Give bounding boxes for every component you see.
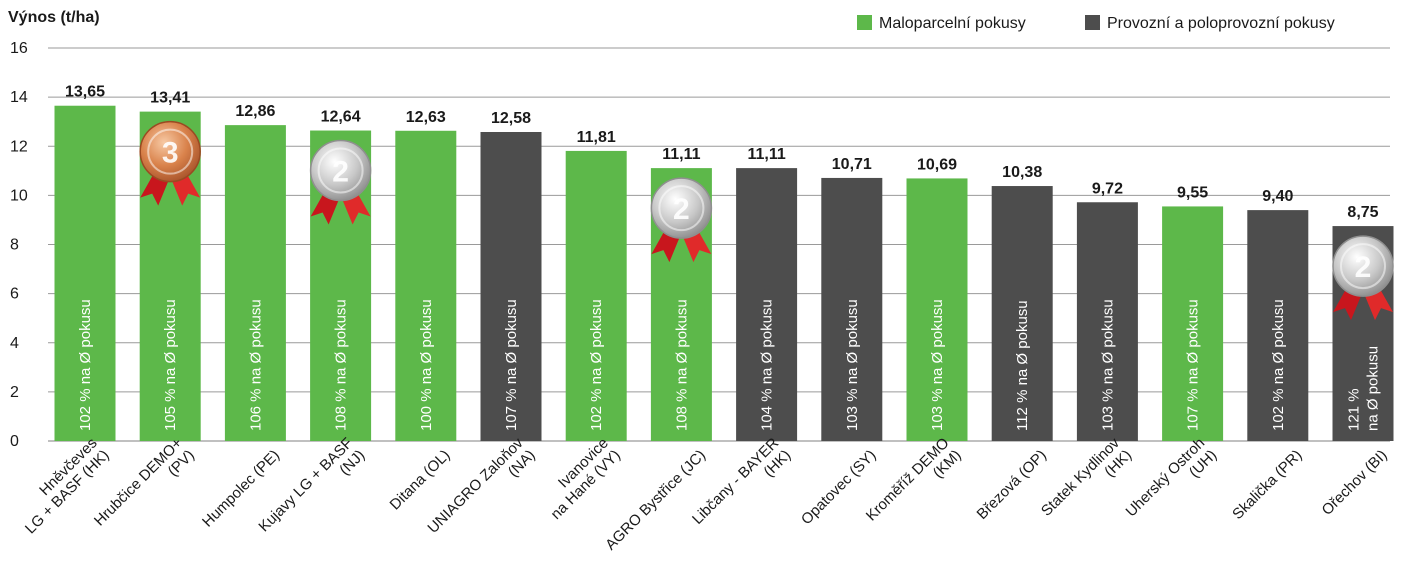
bar-inner-label: 103 % na Ø pokusu — [929, 299, 946, 431]
category-label-line: Libčany - BAYER — [689, 435, 782, 528]
bar-inner-label: 112 % na Ø pokusu — [1014, 300, 1031, 431]
medal-rank: 2 — [332, 156, 349, 189]
bar-value-label: 11,11 — [662, 146, 700, 163]
bar — [395, 130, 457, 441]
category-label: Skalička (PR) — [1229, 447, 1305, 523]
medal-rank: 2 — [1355, 251, 1372, 284]
medal-rank: 2 — [673, 193, 690, 226]
bar-inner-label: 104 % na Ø pokusu — [759, 299, 776, 431]
bar-value-label: 12,86 — [235, 103, 275, 120]
bar-inner-label: 121 % — [1346, 388, 1363, 431]
bar-value-label: 13,65 — [65, 84, 105, 101]
silver-medal-icon: 2 — [1332, 235, 1394, 321]
bar — [1076, 202, 1138, 441]
category-label: Březová (OP) — [974, 447, 1050, 523]
bar — [565, 150, 627, 441]
category-label-line: Ořechov (BI) — [1319, 447, 1391, 519]
legend-label: Provozní a poloprovozní pokusy — [1107, 15, 1335, 32]
bar-value-label: 11,81 — [577, 129, 616, 146]
bar — [54, 105, 116, 442]
bar-value-label: 12,58 — [491, 110, 531, 127]
bar-inner-label: 108 % na Ø pokusu — [673, 299, 690, 431]
category-label: Ivanovicena Hané (VY) — [536, 435, 624, 523]
legend-label: Maloparcelní pokusy — [879, 15, 1026, 32]
category-label: Ditana (OL) — [387, 447, 454, 514]
bar-value-label: 11,11 — [747, 146, 785, 163]
bar-group: 8,75 121 % na Ø pokusu Ořechov (BI) 2 — [1319, 204, 1394, 519]
bar-inner-label: na Ø pokusu — [1365, 346, 1382, 431]
category-label: Ořechov (BI) — [1319, 447, 1391, 519]
bar-value-label: 13,41 — [150, 90, 190, 107]
bar-value-label: 12,64 — [321, 109, 361, 126]
y-tick-label: 16 — [10, 40, 28, 57]
bar-value-label: 10,38 — [1002, 164, 1042, 181]
y-tick-label: 4 — [10, 335, 19, 352]
category-label-line: Hrubčice DEMO+ — [91, 434, 186, 529]
bar-group: 9,72 103 % na Ø pokusu Statek Kydlinov(HK) — [1038, 180, 1138, 532]
bar-value-label: 9,72 — [1092, 180, 1123, 197]
legend: Maloparcelní pokusy Provozní a poloprovoz… — [857, 15, 1335, 32]
category-label: Libčany - BAYER(HK) — [689, 435, 794, 540]
bar — [1247, 210, 1309, 441]
category-label-line: Ditana (OL) — [387, 447, 454, 514]
bar-inner-label: 108 % na Ø pokusu — [333, 299, 350, 431]
silver-medal-icon: 2 — [650, 177, 713, 263]
bar — [906, 178, 968, 441]
bar-value-label: 9,40 — [1262, 188, 1293, 205]
bar-group: 12,63 100 % na Ø pokusu Ditana (OL) — [387, 109, 457, 514]
y-axis-ticks: 0 2 4 6 8 10 12 14 16 — [10, 40, 28, 450]
bar-inner-label: 105 % na Ø pokusu — [162, 299, 179, 431]
bar-value-label: 9,55 — [1177, 184, 1208, 201]
bar-inner-label: 102 % na Ø pokusu — [77, 299, 94, 431]
y-tick-label: 0 — [10, 433, 19, 450]
bar-inner-label: 103 % na Ø pokusu — [844, 299, 861, 431]
bar — [736, 168, 798, 441]
bar — [480, 132, 542, 441]
bar — [821, 177, 883, 442]
category-label: Kroměříž DEMO(KM) — [863, 435, 965, 537]
bar-inner-label: 106 % na Ø pokusu — [247, 299, 264, 431]
y-tick-label: 8 — [10, 237, 19, 254]
category-label: Uherský Ostroh(UH) — [1123, 435, 1221, 533]
bar — [991, 186, 1053, 441]
medal-rank: 3 — [162, 137, 179, 170]
legend-swatch — [857, 15, 872, 30]
bar-inner-label: 102 % na Ø pokusu — [1270, 299, 1287, 431]
category-label-line: Březová (OP) — [974, 447, 1050, 523]
bar-group: 11,81 102 % na Ø pokusu Ivanovicena Hané (… — [536, 129, 627, 523]
legend-swatch — [1085, 15, 1100, 30]
bar-inner-label: 102 % na Ø pokusu — [588, 299, 605, 431]
bar-inner-label: 100 % na Ø pokusu — [418, 299, 435, 431]
y-tick-label: 10 — [10, 187, 28, 204]
bar-value-label: 12,63 — [406, 109, 446, 126]
y-tick-label: 2 — [10, 384, 19, 401]
silver-medal-icon: 2 — [309, 139, 372, 225]
bar-inner-label: 103 % na Ø pokusu — [1099, 299, 1116, 431]
bar-value-label: 8,75 — [1347, 204, 1378, 221]
y-axis-title: Výnos (t/ha) — [8, 9, 100, 26]
bar-value-label: 10,71 — [832, 156, 872, 173]
bar-inner-label: 107 % na Ø pokusu — [1185, 299, 1202, 431]
bar — [224, 125, 286, 441]
y-tick-label: 12 — [10, 138, 28, 155]
bar-value-label: 10,69 — [917, 156, 957, 173]
category-label: Statek Kydlinov(HK) — [1038, 434, 1136, 532]
bar-group: 9,40 102 % na Ø pokusu Skalička (PR) — [1229, 188, 1309, 523]
bronze-medal-icon: 3 — [139, 120, 201, 206]
category-label: Hrubčice DEMO+(PV) — [91, 434, 198, 541]
category-label-line: Skalička (PR) — [1229, 447, 1305, 523]
bar-group: 10,38 112 % na Ø pokusu Březová (OP) — [974, 164, 1053, 523]
y-tick-label: 14 — [10, 89, 28, 106]
bar — [1162, 206, 1224, 441]
bar-inner-label: 107 % na Ø pokusu — [503, 299, 520, 431]
y-tick-label: 6 — [10, 286, 19, 303]
